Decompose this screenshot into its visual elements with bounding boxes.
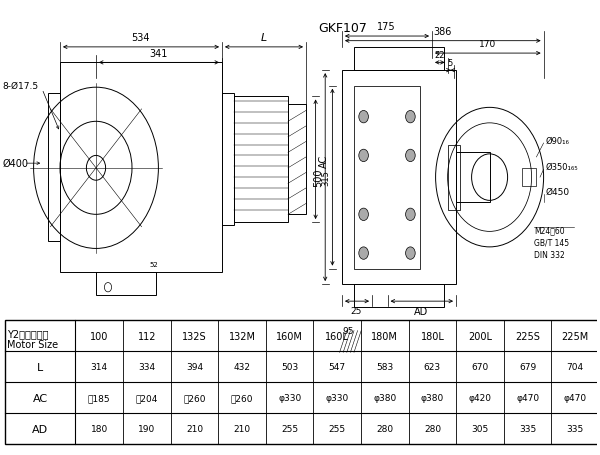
Bar	[60, 63, 222, 272]
Circle shape	[359, 150, 368, 162]
Text: 432: 432	[233, 363, 251, 372]
Text: 679: 679	[519, 363, 536, 372]
Text: 210: 210	[233, 425, 251, 434]
Text: 500: 500	[313, 168, 323, 187]
Text: 225M: 225M	[562, 331, 589, 341]
Text: 210: 210	[186, 425, 203, 434]
Text: L: L	[37, 362, 43, 372]
Circle shape	[359, 209, 368, 221]
Text: AC: AC	[32, 393, 48, 403]
Bar	[354, 86, 420, 269]
Circle shape	[338, 329, 358, 354]
Bar	[354, 284, 444, 308]
Text: 100: 100	[90, 331, 109, 341]
Text: 623: 623	[424, 363, 441, 372]
Text: 534: 534	[131, 33, 149, 43]
Text: 335: 335	[566, 425, 584, 434]
Text: AD: AD	[32, 424, 49, 434]
Circle shape	[359, 111, 368, 124]
Text: ⎕185: ⎕185	[88, 394, 110, 403]
Text: AC: AC	[319, 154, 329, 167]
Text: φ330: φ330	[326, 394, 349, 403]
Text: 280: 280	[424, 425, 441, 434]
Text: GB/T 145: GB/T 145	[534, 238, 569, 247]
Text: 8-Ø17.5: 8-Ø17.5	[2, 82, 38, 91]
Text: ⎕204: ⎕204	[136, 394, 158, 403]
Bar	[48, 94, 60, 241]
Text: 255: 255	[329, 425, 346, 434]
Bar	[96, 272, 156, 295]
Text: 95: 95	[342, 326, 354, 335]
Text: 670: 670	[472, 363, 488, 372]
Text: 180L: 180L	[421, 331, 445, 341]
Text: φ330: φ330	[278, 394, 301, 403]
Text: AD: AD	[414, 306, 428, 316]
Text: Ø90₁₆: Ø90₁₆	[546, 136, 570, 145]
Text: 583: 583	[376, 363, 394, 372]
Text: φ380: φ380	[421, 394, 444, 403]
Text: 190: 190	[138, 425, 155, 434]
Text: 547: 547	[329, 363, 346, 372]
Text: 22: 22	[434, 51, 445, 60]
Bar	[342, 71, 456, 284]
Text: Ø450: Ø450	[546, 187, 570, 196]
Text: φ470: φ470	[516, 394, 539, 403]
Text: φ380: φ380	[373, 394, 397, 403]
Text: 280: 280	[376, 425, 394, 434]
Text: M24深60: M24深60	[534, 226, 565, 235]
Circle shape	[406, 209, 415, 221]
Circle shape	[359, 248, 368, 260]
Text: 170: 170	[479, 40, 496, 49]
Text: 132S: 132S	[182, 331, 207, 341]
Text: 180: 180	[91, 425, 108, 434]
Text: Ø400: Ø400	[2, 159, 28, 169]
Text: 112: 112	[137, 331, 156, 341]
Bar	[234, 97, 288, 222]
Text: GKF107: GKF107	[318, 21, 367, 35]
Bar	[522, 168, 536, 187]
Text: φ470: φ470	[563, 394, 587, 403]
Bar	[448, 145, 460, 210]
Text: Motor Size: Motor Size	[7, 339, 58, 349]
Text: 200L: 200L	[468, 331, 492, 341]
Text: 305: 305	[472, 425, 488, 434]
Text: 314: 314	[91, 363, 108, 372]
Bar	[354, 48, 444, 71]
Bar	[222, 94, 234, 226]
Text: φ420: φ420	[469, 394, 491, 403]
Text: 315: 315	[321, 170, 330, 186]
Text: L: L	[261, 33, 267, 43]
Bar	[288, 105, 306, 215]
Text: 704: 704	[566, 363, 584, 372]
Text: 225S: 225S	[515, 331, 540, 341]
Text: 175: 175	[377, 22, 396, 32]
Text: 52: 52	[149, 261, 158, 268]
Text: Ø350₁₆₅: Ø350₁₆₅	[546, 162, 578, 172]
Circle shape	[406, 111, 415, 124]
Text: 394: 394	[186, 363, 203, 372]
Circle shape	[406, 248, 415, 260]
Text: 160L: 160L	[325, 331, 349, 341]
Text: 335: 335	[519, 425, 536, 434]
Text: 25: 25	[351, 306, 362, 315]
Text: 334: 334	[139, 363, 155, 372]
Text: 180M: 180M	[371, 331, 398, 341]
Text: 132M: 132M	[229, 331, 256, 341]
Bar	[456, 153, 490, 202]
Text: 255: 255	[281, 425, 298, 434]
Text: 503: 503	[281, 363, 298, 372]
Text: 160M: 160M	[276, 331, 303, 341]
Text: 386: 386	[434, 27, 452, 37]
Text: ⎕260: ⎕260	[231, 394, 253, 403]
Text: 5: 5	[448, 59, 452, 68]
Text: DIN 332: DIN 332	[534, 250, 565, 259]
Text: ⎕260: ⎕260	[183, 394, 206, 403]
Circle shape	[406, 150, 415, 162]
Text: Y2电机机座号: Y2电机机座号	[7, 329, 49, 339]
Text: 341: 341	[149, 49, 167, 59]
